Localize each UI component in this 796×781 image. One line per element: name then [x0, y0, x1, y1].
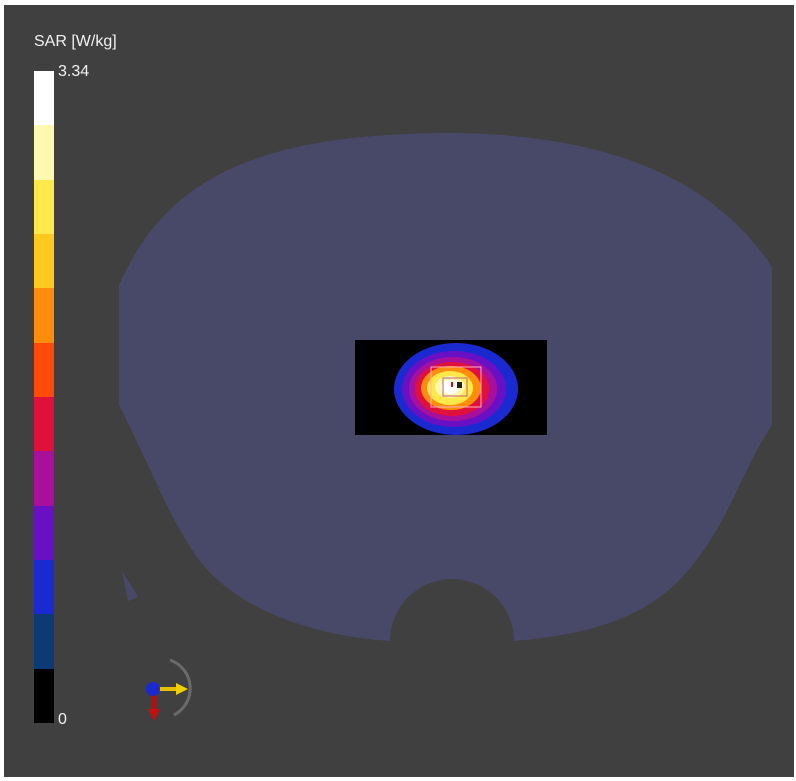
colorbar-segment: [34, 288, 54, 343]
sar-colorbar: [34, 71, 54, 723]
colorbar-segment: [34, 342, 54, 397]
orientation-axes-icon[interactable]: [146, 658, 192, 721]
evaluation-box-inner: [442, 377, 468, 397]
colorbar-max-label: 3.34: [58, 63, 90, 80]
colorbar-segment: [34, 233, 54, 289]
colorbar-segment: [34, 505, 54, 560]
colorbar-segment: [34, 396, 54, 452]
colorbar-segment: [34, 179, 54, 234]
colorbar-segment: [34, 559, 54, 615]
colorbar-segment: [34, 71, 54, 126]
colorbar-segment: [34, 668, 54, 723]
phantom-fragment: [122, 571, 138, 601]
colorbar-title: SAR [W/kg]: [34, 33, 117, 50]
colorbar-segment: [34, 125, 54, 180]
scene-canvas: [119, 133, 772, 721]
probe-marker: [457, 382, 462, 388]
sar-contour-white: [441, 380, 459, 394]
evaluation-box-outer: [430, 366, 482, 408]
colorbar-min-label: 0: [58, 711, 67, 728]
probe-marker-red: [451, 382, 453, 387]
colorbar-segment: [34, 451, 54, 506]
colorbar-segment: [34, 614, 54, 669]
simulation-viewport[interactable]: SAR [W/kg] 3.34 0: [4, 5, 794, 777]
